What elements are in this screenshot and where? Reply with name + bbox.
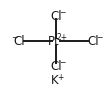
- Text: Cl: Cl: [50, 60, 62, 73]
- Text: Pt: Pt: [48, 35, 60, 48]
- Text: Cl: Cl: [50, 10, 62, 23]
- Text: Cl: Cl: [14, 35, 25, 48]
- Text: −: −: [59, 58, 65, 67]
- Text: +: +: [57, 73, 63, 82]
- Text: K: K: [51, 75, 58, 87]
- Text: −: −: [96, 33, 102, 42]
- Text: −: −: [59, 8, 65, 17]
- Text: 2+: 2+: [57, 33, 68, 42]
- Text: Cl: Cl: [87, 35, 99, 48]
- Text: −: −: [11, 33, 17, 42]
